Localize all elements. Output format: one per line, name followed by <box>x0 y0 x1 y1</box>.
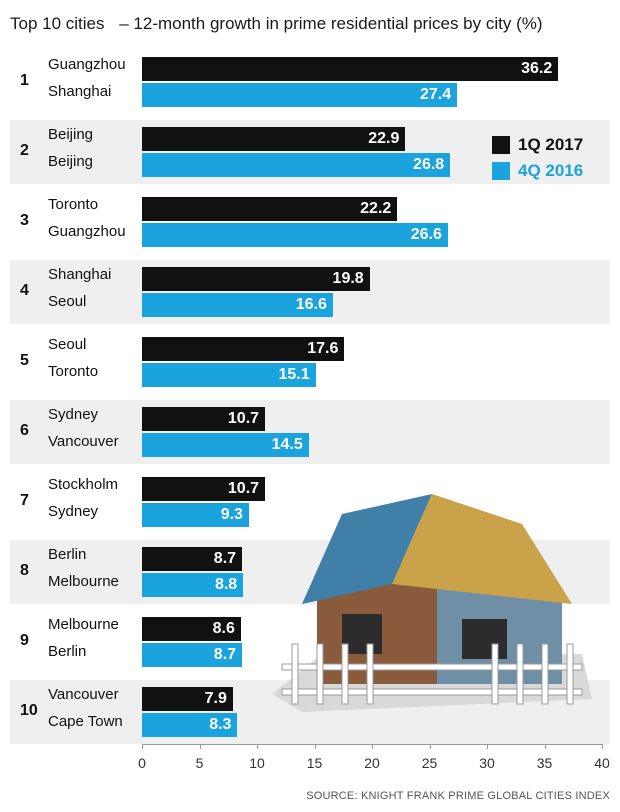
chart-title-main: – 12-month growth in prime residential p… <box>119 14 543 33</box>
x-tick <box>142 744 143 749</box>
x-tick-label: 40 <box>594 755 610 771</box>
legend-item-1q2017: 1Q 2017 <box>492 132 583 158</box>
city-label-4q2016: Melbourne <box>48 573 119 590</box>
rank-label: 8 <box>20 562 29 579</box>
city-label-1q2017: Berlin <box>48 546 87 563</box>
rank-label: 3 <box>20 212 29 229</box>
city-label-4q2016: Guangzhou <box>48 223 126 240</box>
chart-row: 3 Toronto Guangzhou 22.2 26.6 <box>10 190 610 254</box>
bar-4q2016: 8.3 <box>142 713 238 737</box>
legend-label-1q2017: 1Q 2017 <box>518 135 584 154</box>
bar-1q2017: 8.6 <box>142 617 241 641</box>
x-tick-label: 35 <box>536 755 553 771</box>
city-label-1q2017: Guangzhou <box>48 56 126 73</box>
rank-label: 7 <box>20 492 29 509</box>
rank-label: 2 <box>20 142 29 159</box>
city-label-4q2016: Seoul <box>48 293 87 310</box>
legend-label-4q2016: 4Q 2016 <box>518 161 584 180</box>
city-label-1q2017: Seoul <box>48 336 87 353</box>
bar-4q2016: 26.6 <box>142 223 448 247</box>
x-tick-label: 0 <box>138 755 146 771</box>
rank-label: 4 <box>20 282 29 299</box>
rank-label: 6 <box>20 422 29 439</box>
chart-row: 10 Vancouver Cape Town 7.9 8.3 <box>10 680 610 744</box>
rank-label: 10 <box>20 702 38 719</box>
city-label-1q2017: Melbourne <box>48 616 119 633</box>
city-label-4q2016: Sydney <box>48 503 99 520</box>
chart-row: 1 Guangzhou Shanghai 36.2 27.4 <box>10 50 610 114</box>
bar-rows: 1 Guangzhou Shanghai 36.2 27.4 2 Beijing Beijin… <box>10 50 610 750</box>
city-label-4q2016: Shanghai <box>48 83 112 100</box>
legend: 1Q 2017 4Q 2016 <box>492 132 583 184</box>
city-label-4q2016: Cape Town <box>48 713 123 730</box>
bar-4q2016: 8.7 <box>142 643 243 667</box>
bar-4q2016: 16.6 <box>142 293 333 317</box>
bar-1q2017: 17.6 <box>142 337 345 361</box>
city-label-1q2017: Toronto <box>48 196 99 213</box>
bar-1q2017: 22.2 <box>142 197 398 221</box>
x-tick-label: 25 <box>421 755 438 771</box>
x-tick <box>199 744 201 749</box>
city-label-4q2016: Beijing <box>48 153 94 170</box>
x-tick <box>429 744 431 749</box>
bar-4q2016: 8.8 <box>142 573 244 597</box>
rank-label: 5 <box>20 352 29 369</box>
rank-label: 9 <box>20 632 29 649</box>
bar-1q2017: 10.7 <box>142 477 266 501</box>
x-tick <box>257 744 258 749</box>
bar-4q2016: 9.3 <box>142 503 249 527</box>
chart-row: 2 Beijing Beijing 22.9 26.8 <box>10 120 610 184</box>
x-tick-label: 30 <box>479 755 495 771</box>
legend-swatch-1q2017 <box>492 136 510 154</box>
bar-1q2017: 22.9 <box>142 127 406 151</box>
x-tick-label: 5 <box>195 755 204 771</box>
x-tick <box>602 744 603 749</box>
city-label-1q2017: Vancouver <box>48 686 119 703</box>
bar-1q2017: 8.7 <box>142 547 243 571</box>
chart-row: 5 Seoul Toronto 17.6 15.1 <box>10 330 610 394</box>
x-tick-label: 15 <box>306 755 323 771</box>
city-label-1q2017: Beijing <box>48 126 94 143</box>
bar-1q2017: 7.9 <box>142 687 233 711</box>
chart-row: 9 Melbourne Berlin 8.6 8.7 <box>10 610 610 674</box>
x-tick-label: 20 <box>364 755 380 771</box>
city-label-1q2017: Shanghai <box>48 266 112 283</box>
source-note: SOURCE: KNIGHT FRANK PRIME GLOBAL CITIES… <box>306 790 610 802</box>
x-tick <box>544 744 546 749</box>
city-label-4q2016: Toronto <box>48 363 99 380</box>
city-label-4q2016: Berlin <box>48 643 87 660</box>
bar-4q2016: 26.8 <box>142 153 451 177</box>
chart-title: Top 10 cities – 12-month growth in prime… <box>10 14 543 34</box>
x-tick <box>314 744 316 749</box>
city-label-1q2017: Stockholm <box>48 476 119 493</box>
bar-4q2016: 27.4 <box>142 83 458 107</box>
city-label-4q2016: Vancouver <box>48 433 119 450</box>
city-label-1q2017: Sydney <box>48 406 99 423</box>
bar-1q2017: 19.8 <box>142 267 370 291</box>
x-tick <box>372 744 373 749</box>
bar-1q2017: 36.2 <box>142 57 559 81</box>
bar-4q2016: 15.1 <box>142 363 316 387</box>
x-axis: 0 5 10 15 20 25 30 35 40 <box>138 744 612 774</box>
chart-row: 7 Stockholm Sydney 10.7 9.3 <box>10 470 610 534</box>
x-tick-label: 10 <box>249 755 265 771</box>
rank-label: 1 <box>20 72 29 89</box>
bar-1q2017: 10.7 <box>142 407 266 431</box>
x-tick <box>487 744 488 749</box>
chart-title-lead: Top 10 cities <box>10 14 105 33</box>
chart-row: 4 Shanghai Seoul 19.8 16.6 <box>10 260 610 324</box>
house-illustration <box>272 494 592 712</box>
bar-4q2016: 14.5 <box>142 433 309 457</box>
chart-row: 6 Sydney Vancouver 10.7 14.5 <box>10 400 610 464</box>
legend-item-4q2016: 4Q 2016 <box>492 158 583 184</box>
legend-swatch-4q2016 <box>492 162 510 180</box>
